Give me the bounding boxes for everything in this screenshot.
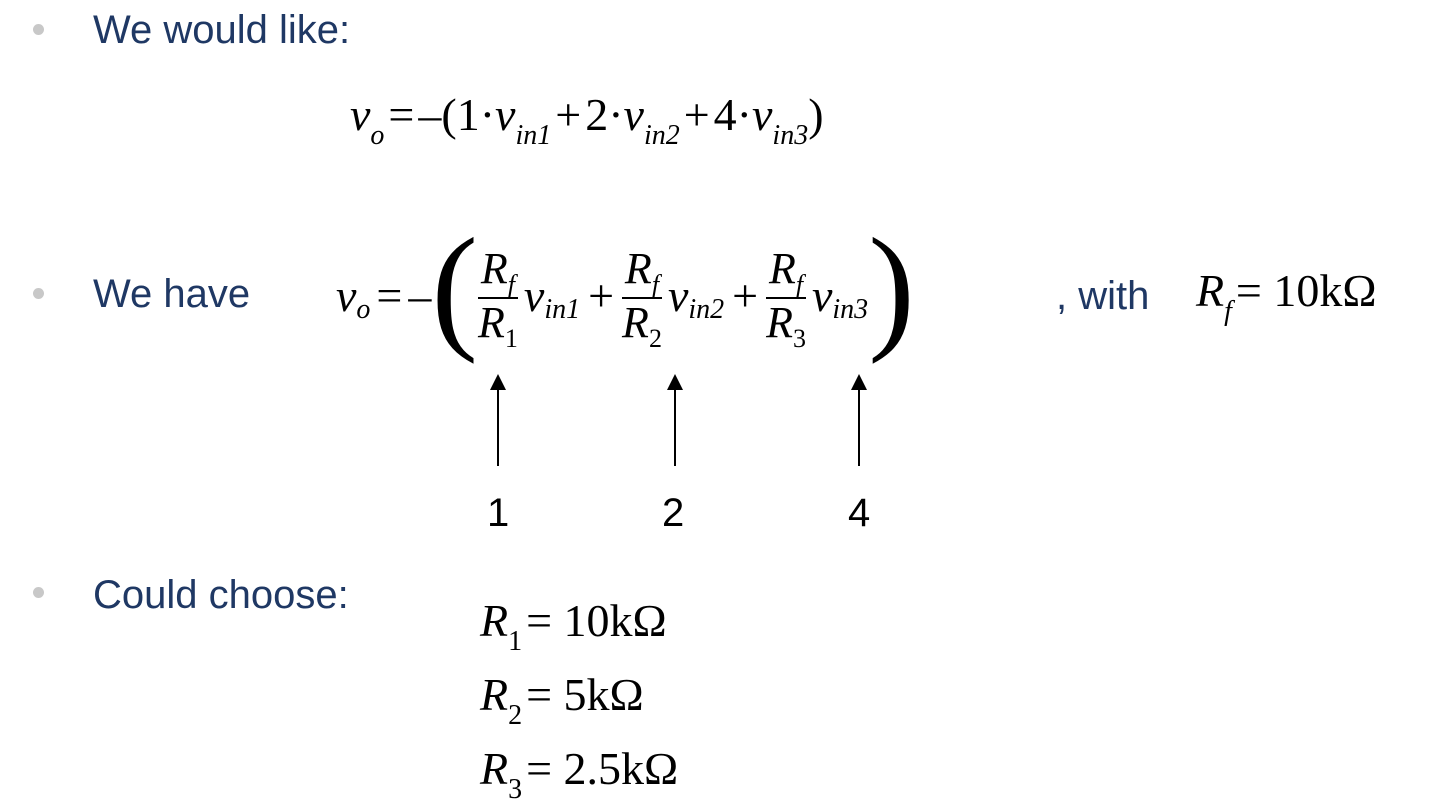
bullet-text-would-like: We would like: <box>93 8 351 52</box>
arrow-label-2: 2 <box>662 491 685 535</box>
arrow-line-2 <box>674 388 676 466</box>
fraction-rf-r2: Rf R2 <box>622 244 662 353</box>
fraction-rf-r1: Rf R1 <box>478 244 518 353</box>
minus-sign: – <box>408 270 432 321</box>
vo-symbol: v <box>350 89 371 140</box>
bullet-text-we-have: We have <box>93 272 251 316</box>
arrow-head-3 <box>851 374 867 390</box>
choice-r3: R3 = 2.5kΩ <box>480 743 679 805</box>
choice-r2: R2 = 5kΩ <box>480 669 644 731</box>
arrow-head-2 <box>667 374 683 390</box>
left-paren: ( <box>431 210 478 365</box>
rf-value: Rf = 10kΩ <box>1196 265 1377 327</box>
choice-r1: R1 = 10kΩ <box>480 595 667 657</box>
right-paren: ) <box>868 210 915 365</box>
bullet-dot-2 <box>33 288 44 299</box>
arrow-head-1 <box>490 374 506 390</box>
arrow-line-1 <box>497 388 499 466</box>
arrow-label-4: 4 <box>848 491 871 535</box>
bullet-text-could-choose: Could choose: <box>93 573 349 617</box>
arrow-label-1: 1 <box>487 491 510 535</box>
bullet-dot-3 <box>33 587 44 598</box>
bullet-dot-1 <box>33 24 44 35</box>
fraction-rf-r3: Rf R3 <box>766 244 806 353</box>
arrow-line-3 <box>858 388 860 466</box>
with-text: , with <box>1056 274 1150 318</box>
equation-desired: vo = –(1·vin1 + 2·vin2 + 4·vin3) <box>350 89 824 151</box>
